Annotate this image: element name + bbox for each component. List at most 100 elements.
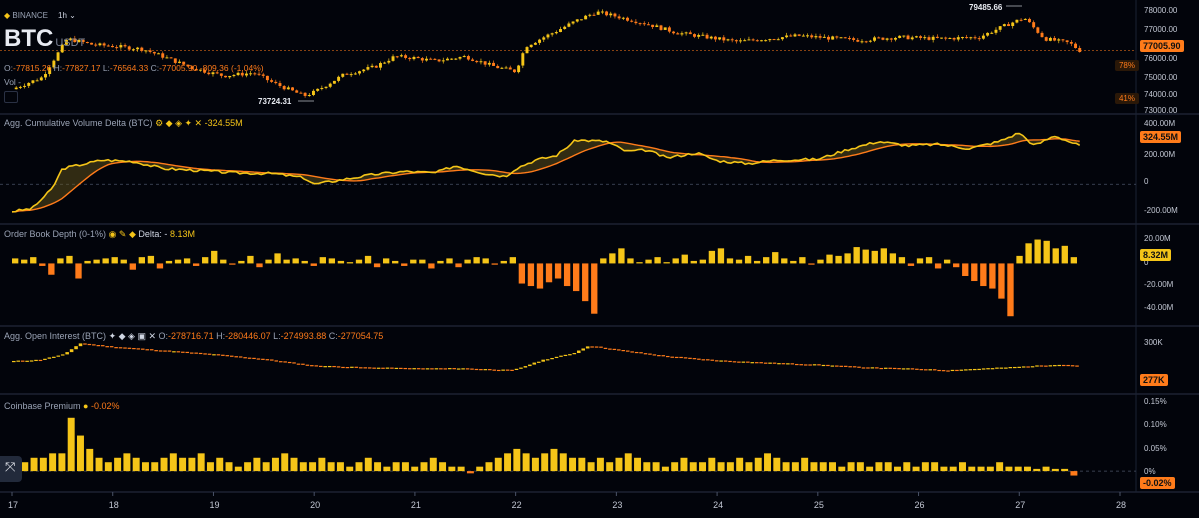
- premium-bar: [95, 457, 103, 472]
- oi-candle: [536, 361, 541, 363]
- oi-candle: [105, 346, 109, 348]
- candle-body: [651, 24, 655, 28]
- premium-bar: [931, 462, 939, 472]
- price-tick: 74000.00: [1144, 90, 1178, 99]
- premium-bar: [754, 457, 762, 472]
- orderbook-bar: [66, 255, 73, 264]
- candle-body: [1027, 18, 1031, 23]
- oi-candle: [318, 365, 323, 368]
- orderbook-bar: [554, 263, 562, 279]
- candle-body: [592, 14, 596, 16]
- candle-body: [990, 32, 994, 34]
- time-tick-label: 27: [1015, 500, 1026, 510]
- premium-bar: [1051, 468, 1059, 472]
- premium-bar: [949, 466, 957, 472]
- premium-bar: [977, 466, 985, 472]
- premium-bar: [420, 462, 428, 472]
- candle-body: [169, 57, 173, 59]
- oi-candle: [247, 357, 252, 359]
- candle-body: [948, 38, 952, 40]
- candle-body: [680, 33, 684, 35]
- candle-body: [512, 69, 516, 73]
- candle-body: [789, 35, 793, 37]
- oi-candle: [777, 363, 781, 365]
- candle-body: [977, 38, 981, 40]
- premium-bar: [141, 462, 149, 472]
- candle-body: [617, 16, 621, 19]
- oi-candle: [599, 346, 603, 348]
- candle-body: [718, 37, 722, 40]
- orderbook-bar: [925, 257, 933, 264]
- candle-body: [270, 80, 274, 82]
- oi-candle: [363, 367, 368, 369]
- oi-candle: [1066, 364, 1070, 367]
- candle-body: [412, 56, 416, 60]
- premium-bar: [262, 462, 270, 472]
- orderbook-bar: [265, 259, 272, 264]
- oi-candle: [701, 359, 706, 361]
- orderbook-bar: [889, 253, 897, 264]
- candle-body: [282, 86, 286, 90]
- candle-body: [496, 65, 500, 69]
- settings-icon[interactable]: ⚙ ◆ ◈ ✦ ✕: [155, 118, 203, 128]
- candle-body: [391, 56, 395, 61]
- candle-body: [98, 43, 102, 46]
- orderbook-bar: [763, 257, 770, 264]
- oi-candle: [16, 360, 21, 362]
- premium-bar: [476, 466, 484, 472]
- oi-candle: [136, 348, 141, 350]
- oi-candle: [576, 350, 581, 354]
- orderbook-bar: [1034, 239, 1041, 264]
- oi-candle: [772, 362, 777, 364]
- candle-body: [291, 87, 295, 91]
- orderbook-bar: [1061, 245, 1068, 264]
- orderbook-bar: [672, 258, 679, 264]
- interval-selector[interactable]: 1h ⌄: [58, 11, 76, 20]
- oi-candle: [794, 363, 799, 366]
- candle-body: [847, 38, 851, 40]
- candle-body: [353, 73, 357, 75]
- orderbook-bar: [781, 258, 788, 264]
- orderbook-bar: [880, 248, 887, 264]
- premium-bar: [996, 462, 1004, 472]
- oi-candle: [123, 347, 127, 349]
- chevron-down-icon: ⌄: [69, 11, 76, 20]
- drawing-tool-button[interactable]: ⤧: [0, 456, 22, 482]
- oi-candle: [688, 357, 692, 359]
- orderbook-bar: [1025, 243, 1032, 264]
- oi-candle: [172, 351, 176, 353]
- candle-body: [931, 36, 935, 40]
- oi-candle: [768, 362, 772, 364]
- premium-bar: [104, 462, 112, 472]
- candle-body: [902, 35, 906, 37]
- orderbook-bar: [274, 253, 281, 264]
- candle-body: [94, 44, 98, 46]
- eye-icon[interactable]: ◉ ✎ ◆: [108, 229, 136, 239]
- candle-body: [1007, 24, 1010, 26]
- orderbook-bar: [545, 263, 553, 283]
- premium-bar: [1024, 466, 1031, 472]
- oi-candle: [390, 367, 394, 369]
- oi-candle: [372, 367, 376, 369]
- oi-candle: [750, 362, 755, 364]
- premium-bar: [578, 457, 586, 472]
- collapse-button[interactable]: [4, 91, 18, 103]
- oi-badge: 277K: [1140, 374, 1168, 386]
- candle-body: [734, 40, 738, 42]
- candle-body: [961, 37, 964, 39]
- oi-candle: [185, 351, 190, 354]
- orderbook-bar: [346, 262, 354, 264]
- premium-bar: [401, 462, 409, 472]
- candle-body: [215, 72, 219, 74]
- oi-candle: [109, 346, 114, 348]
- oi-icons[interactable]: ✦ ◆ ◈ ▣ ✕: [108, 331, 156, 341]
- oi-candle: [141, 348, 145, 350]
- premium-bar: [940, 466, 948, 472]
- oi-candle: [875, 367, 879, 369]
- oi-candle: [830, 365, 835, 367]
- candle-body: [425, 58, 428, 61]
- oi-candle: [403, 367, 408, 370]
- oi-candle: [234, 356, 238, 358]
- price-tick: 78000.00: [1144, 6, 1178, 15]
- oi-candle: [194, 352, 198, 354]
